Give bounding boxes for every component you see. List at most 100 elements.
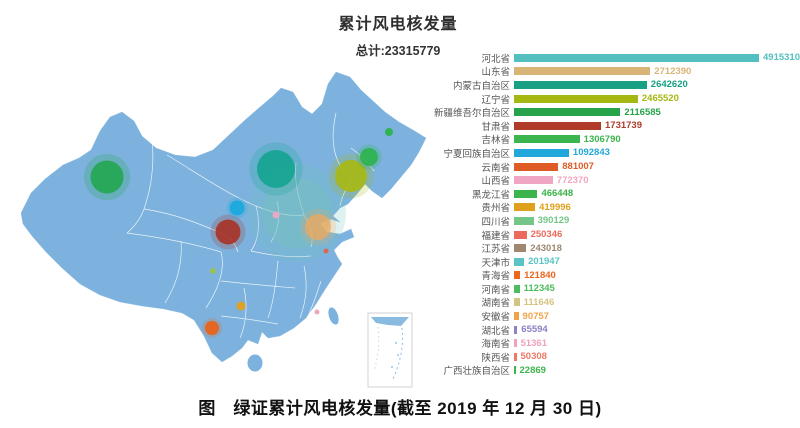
bar-row: 辽宁省 2465520 (428, 92, 800, 106)
bar-row: 山东省 2712390 (428, 65, 800, 79)
bar-category-label: 河南省 (481, 284, 510, 296)
bar[interactable] (514, 121, 602, 130)
bar-row: 福建省 250346 (428, 228, 800, 242)
bar[interactable] (514, 80, 647, 89)
bar-category-label: 天津市 (481, 257, 510, 269)
hainan-island-shape (247, 354, 263, 372)
bar-row: 湖南省 111646 (428, 296, 800, 310)
map-bubble[interactable] (360, 148, 378, 166)
map-bubble[interactable] (323, 248, 329, 254)
bar-value-label: 2642620 (650, 79, 688, 91)
bar-row: 青海省 121840 (428, 269, 800, 283)
bar-category-label: 甘肃省 (481, 121, 510, 133)
bar[interactable] (514, 108, 621, 117)
bar-row: 河南省 112345 (428, 282, 800, 296)
figure-caption: 图 绿证累计风电核发量(截至 2019 年 12 月 30 日) (198, 399, 602, 418)
bar-value-label: 772370 (556, 174, 589, 186)
bar-category-label: 新疆维吾尔自治区 (433, 108, 510, 120)
map-bubble[interactable] (210, 268, 216, 274)
bar-value-label: 1731739 (605, 120, 642, 132)
bar-row: 宁夏回族自治区 1092843 (428, 146, 800, 160)
bar-value-label: 65594 (521, 324, 548, 336)
map-bubble[interactable] (229, 200, 245, 216)
bar[interactable] (514, 312, 519, 321)
bar-category-label: 福建省 (481, 230, 510, 242)
bar[interactable] (514, 284, 520, 293)
chart-header: 累计风电核发量 总计:23315779 (248, 10, 548, 59)
bar-value-label: 390129 (537, 215, 570, 227)
bar[interactable] (514, 67, 651, 76)
bar-value-label: 243018 (530, 242, 562, 254)
bar-row: 安徽省 90757 (428, 309, 800, 324)
bar[interactable] (514, 325, 518, 334)
bar-row: 湖北省 65594 (428, 323, 800, 337)
map-bubble[interactable] (314, 309, 320, 315)
bar-value-label: 2116585 (624, 106, 661, 118)
bar-category-label: 湖北省 (481, 325, 510, 337)
bar-row: 陕西省 50308 (428, 350, 800, 364)
bar-row: 云南省 881007 (428, 160, 800, 174)
bar-category-label: 江苏省 (481, 244, 510, 256)
bar-row: 黑龙江省 466448 (428, 187, 800, 201)
bar-category-label: 山东省 (481, 67, 510, 79)
bar[interactable] (514, 189, 538, 198)
bar-category-label: 辽宁省 (481, 94, 510, 106)
bar[interactable] (514, 135, 580, 144)
bar-row: 江苏省 243018 (428, 241, 800, 256)
south-china-sea-inset (367, 312, 413, 388)
map-bubble[interactable] (305, 214, 331, 240)
bar[interactable] (514, 244, 527, 253)
map-bubble[interactable] (205, 321, 219, 335)
bar[interactable] (514, 216, 534, 225)
bar[interactable] (514, 203, 536, 212)
bar-value-label: 419996 (539, 201, 571, 213)
chart-title: 累计风电核发量 (338, 16, 458, 33)
bar-category-label: 内蒙古自治区 (452, 80, 510, 92)
bar-row: 山西省 772370 (428, 173, 800, 188)
chart-total: 总计:23315779 (355, 44, 441, 58)
bar-category-label: 安徽省 (481, 312, 510, 324)
bar[interactable] (514, 176, 553, 185)
bar[interactable] (514, 53, 760, 62)
bar-chart: 河北省 4915310 山东省 2712390 内蒙古自治区 2642620 辽宁省 2465… (428, 51, 800, 381)
bar[interactable] (514, 339, 517, 348)
bar[interactable] (514, 366, 516, 375)
bar-value-label: 90757 (522, 310, 549, 322)
bar[interactable] (514, 94, 638, 103)
bar-category-label: 山西省 (481, 176, 510, 188)
bar-category-label: 广西壮族自治区 (443, 366, 510, 378)
china-mainland-shape[interactable] (20, 71, 427, 363)
bar-category-label: 宁夏回族自治区 (443, 148, 510, 160)
bar-value-label: 250346 (530, 229, 563, 241)
bar[interactable] (514, 148, 569, 157)
map-bubble[interactable] (385, 128, 393, 136)
bar-value-label: 111646 (523, 296, 555, 308)
bar-value-label: 112345 (523, 283, 555, 295)
bar-value-label: 121840 (524, 269, 556, 281)
bar[interactable] (514, 298, 520, 307)
china-map[interactable] (15, 55, 465, 395)
bar-row: 贵州省 419996 (428, 201, 800, 215)
bar-category-label: 河北省 (481, 53, 510, 65)
map-bubble[interactable] (257, 150, 295, 188)
bar-value-label: 466448 (541, 188, 574, 200)
bar[interactable] (514, 352, 517, 361)
map-bubble[interactable] (236, 301, 246, 311)
bar-value-label: 201947 (528, 256, 560, 268)
bar-value-label: 51361 (520, 337, 547, 349)
map-bubble[interactable] (272, 211, 280, 219)
bar[interactable] (514, 230, 527, 239)
bar[interactable] (514, 271, 521, 280)
bar[interactable] (514, 257, 525, 266)
map-bubble[interactable] (335, 160, 367, 192)
map-bubble[interactable] (90, 160, 124, 194)
map-bubble[interactable] (215, 219, 241, 245)
bar-row: 四川省 390129 (428, 214, 800, 228)
bar[interactable] (514, 162, 559, 171)
bar-value-label: 1092843 (572, 147, 610, 159)
bar-category-label: 湖南省 (481, 298, 510, 310)
bar-row: 海南省 51361 (428, 336, 800, 351)
bar-value-label: 881007 (562, 161, 594, 173)
bar-value-label: 1306790 (583, 133, 621, 145)
